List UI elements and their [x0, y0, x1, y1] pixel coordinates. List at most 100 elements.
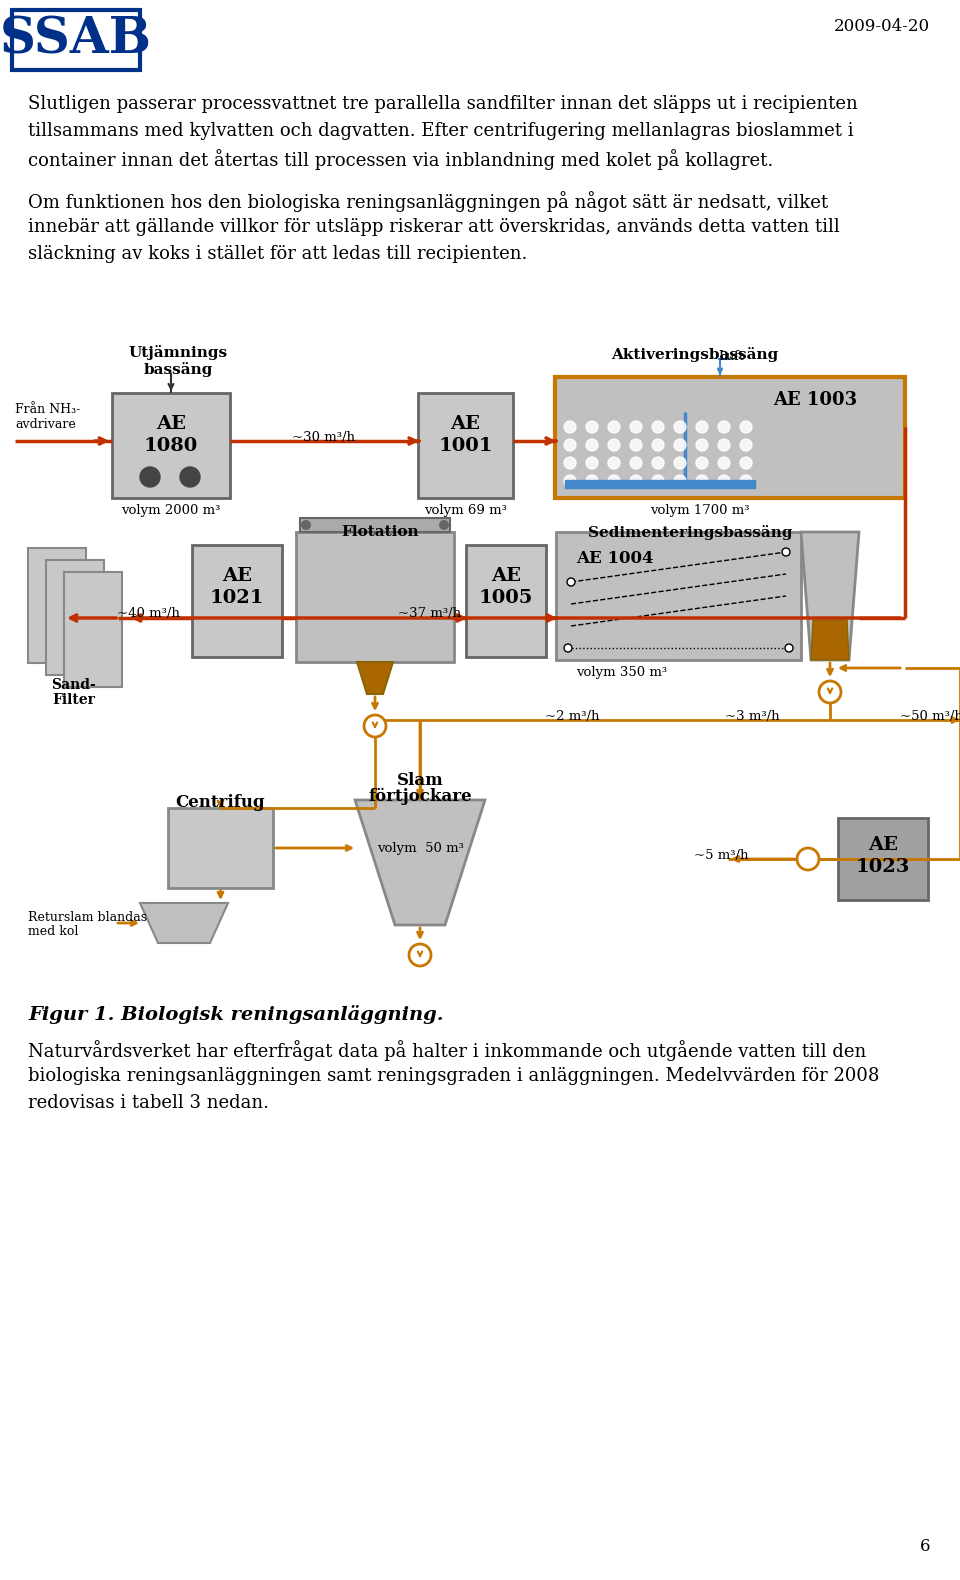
Circle shape: [674, 457, 686, 469]
Text: 1021: 1021: [209, 589, 264, 607]
Circle shape: [564, 457, 576, 469]
Bar: [565, 480, 755, 488]
Text: AE 1004: AE 1004: [576, 550, 654, 567]
Text: ~5 m³/h: ~5 m³/h: [693, 848, 748, 863]
Bar: [112, 393, 230, 498]
Text: förtjockare: förtjockare: [369, 788, 471, 806]
Text: Filter: Filter: [53, 694, 95, 706]
Text: tillsammans med kylvatten och dagvatten. Efter centrifugering mellanlagras biosl: tillsammans med kylvatten och dagvatten.…: [28, 122, 853, 141]
Text: 1023: 1023: [855, 858, 910, 875]
Bar: [46, 559, 104, 675]
Circle shape: [630, 457, 642, 469]
Circle shape: [652, 420, 664, 433]
Circle shape: [586, 439, 598, 450]
Text: Om funktionen hos den biologiska reningsanläggningen på något sätt är nedsatt, v: Om funktionen hos den biologiska renings…: [28, 191, 828, 212]
Circle shape: [586, 420, 598, 433]
Circle shape: [140, 468, 160, 487]
Circle shape: [740, 457, 752, 469]
Circle shape: [718, 420, 730, 433]
Circle shape: [564, 420, 576, 433]
Text: avdrivare: avdrivare: [15, 419, 76, 431]
Text: Sedimenteringsbassäng: Sedimenteringsbassäng: [588, 525, 792, 540]
Circle shape: [630, 439, 642, 450]
Text: Luft: Luft: [718, 351, 744, 363]
Text: Naturvårdsverket har efterfrågat data på halter i inkommande och utgående vatten: Naturvårdsverket har efterfrågat data på…: [28, 1040, 866, 1060]
Text: bassäng: bassäng: [143, 362, 213, 378]
Circle shape: [696, 439, 708, 450]
Circle shape: [797, 848, 819, 871]
Text: AE: AE: [156, 416, 186, 433]
Text: ~30 m³/h: ~30 m³/h: [293, 431, 355, 444]
Circle shape: [740, 439, 752, 450]
Text: volym 350 m³: volym 350 m³: [576, 667, 667, 679]
Text: Figur 1. Biologisk reningsanläggning.: Figur 1. Biologisk reningsanläggning.: [28, 1005, 444, 1024]
Bar: [168, 807, 273, 888]
Circle shape: [608, 439, 620, 450]
Text: AE 1003: AE 1003: [773, 390, 857, 409]
Text: volym 2000 m³: volym 2000 m³: [121, 504, 221, 517]
Circle shape: [718, 439, 730, 450]
Bar: [556, 532, 801, 660]
Text: volym  50 m³: volym 50 m³: [376, 842, 464, 855]
Circle shape: [696, 476, 708, 487]
Circle shape: [564, 476, 576, 487]
Text: Returslam blandas: Returslam blandas: [28, 912, 147, 924]
Circle shape: [409, 943, 431, 965]
Text: AE: AE: [222, 567, 252, 585]
Text: ~3 m³/h: ~3 m³/h: [726, 709, 780, 724]
Circle shape: [674, 420, 686, 433]
Circle shape: [696, 457, 708, 469]
Text: Sand-: Sand-: [52, 678, 96, 692]
Circle shape: [364, 716, 386, 736]
Circle shape: [608, 420, 620, 433]
Text: redovisas i tabell 3 nedan.: redovisas i tabell 3 nedan.: [28, 1093, 269, 1112]
Polygon shape: [357, 662, 393, 694]
Polygon shape: [355, 799, 485, 924]
Bar: [418, 393, 513, 498]
Circle shape: [782, 548, 790, 556]
Polygon shape: [801, 532, 859, 660]
Circle shape: [630, 476, 642, 487]
Circle shape: [740, 476, 752, 487]
Bar: [300, 518, 450, 532]
Text: 2009-04-20: 2009-04-20: [834, 17, 930, 35]
Bar: [838, 818, 928, 901]
Circle shape: [819, 681, 841, 703]
Circle shape: [564, 645, 572, 653]
Text: SSAB: SSAB: [0, 14, 152, 65]
Text: Utjämnings: Utjämnings: [129, 344, 228, 360]
Bar: [555, 378, 905, 498]
Circle shape: [567, 578, 575, 586]
Circle shape: [718, 457, 730, 469]
Circle shape: [652, 476, 664, 487]
Text: 1005: 1005: [479, 589, 533, 607]
Polygon shape: [811, 619, 849, 660]
Text: Slutligen passerar processvattnet tre parallella sandfilter innan det släpps ut : Slutligen passerar processvattnet tre pa…: [28, 95, 857, 114]
Circle shape: [785, 645, 793, 653]
Circle shape: [718, 476, 730, 487]
Text: AE: AE: [491, 567, 521, 585]
Circle shape: [674, 476, 686, 487]
Text: Från NH₃-: Från NH₃-: [15, 403, 81, 416]
Text: Slam: Slam: [396, 773, 444, 788]
Text: innebär att gällande villkor för utsläpp riskerar att överskridas, används detta: innebär att gällande villkor för utsläpp…: [28, 218, 840, 235]
Circle shape: [439, 520, 449, 529]
Circle shape: [564, 439, 576, 450]
Circle shape: [301, 520, 311, 529]
Text: Centrifug: Centrifug: [176, 795, 265, 811]
Polygon shape: [140, 904, 228, 943]
Text: 1001: 1001: [439, 438, 492, 455]
Text: ~37 m³/h: ~37 m³/h: [398, 607, 462, 619]
Circle shape: [630, 420, 642, 433]
Bar: [192, 545, 282, 657]
Text: 6: 6: [920, 1537, 930, 1555]
Bar: [466, 545, 546, 657]
Circle shape: [652, 439, 664, 450]
Text: container innan det återtas till processen via inblandning med kolet på kollagre: container innan det återtas till process…: [28, 149, 773, 171]
Text: ~40 m³/h: ~40 m³/h: [116, 607, 180, 619]
Text: Flotation: Flotation: [341, 525, 419, 539]
Bar: [64, 572, 122, 687]
Circle shape: [696, 420, 708, 433]
Text: AE: AE: [868, 836, 898, 855]
Text: 1080: 1080: [144, 438, 198, 455]
